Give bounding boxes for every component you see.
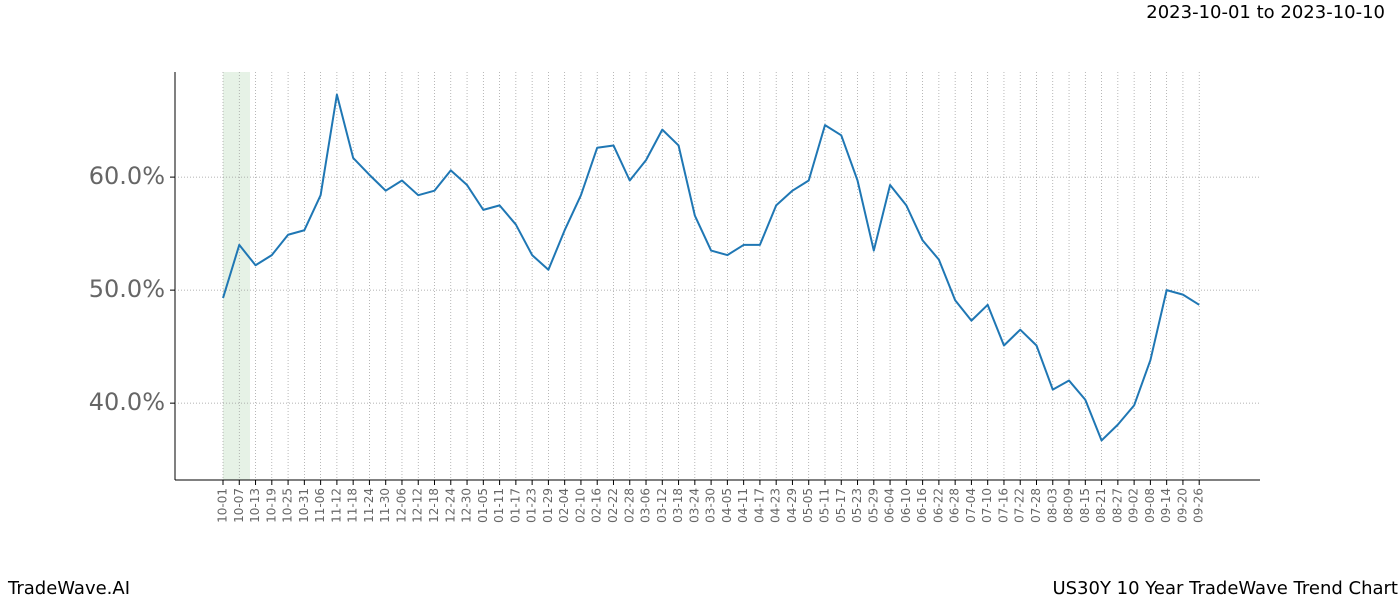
x-tick-label: 11-12 [329,488,343,523]
x-tick-label: 07-28 [1029,488,1043,523]
x-tick-label: 04-11 [736,488,750,523]
x-tick-label: 01-11 [492,488,506,523]
x-tick-label: 04-29 [785,488,799,523]
x-tick-label: 02-28 [622,488,636,523]
x-tick-label: 09-02 [1127,488,1141,523]
x-tick-label: 09-14 [1159,488,1173,523]
x-tick-label: 01-05 [476,488,490,523]
x-tick-label: 03-30 [704,488,718,523]
x-tick-label: 03-18 [671,488,685,523]
x-tick-label: 10-07 [232,488,246,523]
x-tick-label: 02-04 [557,488,571,523]
x-tick-label: 12-06 [394,488,408,523]
x-tick-label: 07-04 [964,488,978,523]
x-tick-label: 06-22 [931,488,945,523]
x-tick-label: 05-23 [850,488,864,523]
y-tick-label: 60.0% [89,162,165,190]
x-tick-label: 10-01 [216,488,230,523]
date-range: 2023-10-01 to 2023-10-10 [1146,2,1385,23]
y-tick-label: 40.0% [89,388,165,416]
x-tick-label: 09-08 [1143,488,1157,523]
x-tick-label: 12-18 [427,488,441,523]
x-tick-label: 11-24 [362,488,376,523]
x-tick-label: 07-16 [996,488,1010,523]
x-tick-label: 06-16 [915,488,929,523]
highlight-span [223,72,250,480]
trend-line [222,93,1200,442]
x-tick-label: 01-29 [541,488,555,523]
x-tick-label: 02-22 [606,488,620,523]
y-tick-label: 50.0% [89,275,165,303]
x-tick-label: 01-17 [508,488,522,523]
x-tick-label: 12-24 [443,488,457,523]
caption: US30Y 10 Year TradeWave Trend Chart [1052,578,1398,599]
x-tick-label: 01-23 [525,488,539,523]
x-tick-label: 08-09 [1062,488,1076,523]
x-tick-label: 10-31 [297,488,311,523]
x-tick-label: 04-17 [752,488,766,523]
x-tick-label: 03-12 [655,488,669,523]
x-tick-label: 08-21 [1094,488,1108,523]
x-tick-label: 10-19 [264,488,278,523]
x-tick-label: 02-10 [573,488,587,523]
x-tick-label: 06-04 [883,488,897,523]
x-tick-label: 08-27 [1110,488,1124,523]
x-tick-label: 12-30 [460,488,474,523]
x-tick-label: 08-03 [1045,488,1059,523]
x-tick-label: 05-11 [817,488,831,523]
x-tick-label: 02-16 [590,488,604,523]
x-tick-label: 11-30 [378,488,392,523]
x-tick-label: 10-25 [281,488,295,523]
x-tick-label: 07-22 [1013,488,1027,523]
x-tick-label: 05-05 [801,488,815,523]
x-tick-label: 12-12 [411,488,425,523]
x-tick-label: 03-06 [639,488,653,523]
x-tick-label: 11-18 [346,488,360,523]
x-tick-label: 11-06 [313,488,327,523]
x-tick-label: 06-10 [899,488,913,523]
x-tick-label: 05-17 [834,488,848,523]
x-tick-label: 04-23 [769,488,783,523]
x-tick-label: 08-15 [1078,488,1092,523]
x-tick-label: 10-13 [248,488,262,523]
x-tick-label: 03-24 [687,488,701,523]
x-tick-label: 04-05 [720,488,734,523]
x-tick-label: 05-29 [866,488,880,523]
x-tick-label: 07-10 [980,488,994,523]
x-tick-label: 09-26 [1192,488,1206,523]
brand: TradeWave.AI [7,578,130,599]
x-tick-label: 09-20 [1175,488,1189,523]
x-tick-label: 06-28 [948,488,962,523]
